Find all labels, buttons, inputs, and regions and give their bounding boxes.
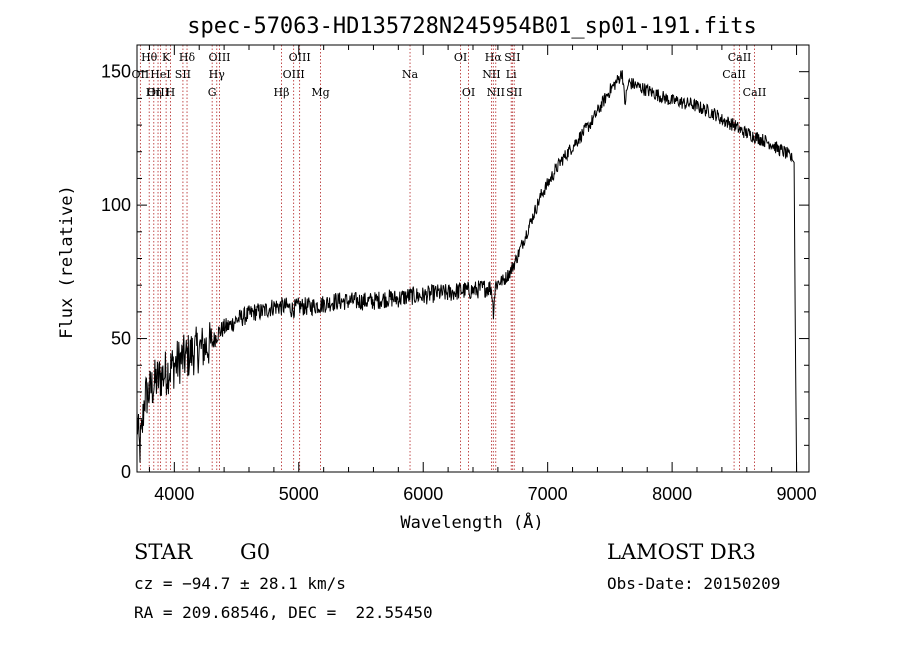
line-label-25: CaII <box>728 51 752 64</box>
line-label-15: Mg <box>311 86 329 99</box>
y-tick-label-3: 150 <box>101 62 131 82</box>
subclass: G0 <box>240 540 271 564</box>
line-label-14: OIII <box>283 68 305 81</box>
coordinates: RA = 209.68546, DEC = 22.55450 <box>134 603 433 622</box>
y-tick-label-0: 0 <box>121 462 131 482</box>
line-label-10: OIII <box>208 51 230 64</box>
line-label-4: HeI <box>150 68 170 81</box>
spectrum-line <box>136 70 798 473</box>
line-label-20: NII <box>482 68 500 81</box>
object-class: STAR <box>134 540 193 564</box>
line-label-23: Li <box>506 68 517 81</box>
line-label-26: CaII <box>722 68 746 81</box>
line-label-0: Hθ <box>141 51 158 64</box>
y-tick-label-2: 100 <box>101 195 131 215</box>
line-label-19: Hα <box>485 51 503 64</box>
survey-name: LAMOST DR3 <box>607 540 756 564</box>
line-label-5: K <box>162 51 171 64</box>
line-label-3: Hη <box>146 86 162 99</box>
y-tick-label-1: 50 <box>111 329 131 349</box>
line-label-21: NII <box>487 86 505 99</box>
line-label-11: Hγ <box>209 68 226 81</box>
line-label-7: SII <box>175 68 191 81</box>
x-tick-label-5: 9000 <box>777 484 817 504</box>
line-label-2: OIII <box>147 86 169 99</box>
line-label-1: OII <box>132 68 150 81</box>
line-label-22: SII <box>504 51 520 64</box>
line-label-18: OI <box>462 86 475 99</box>
spectral-line-markers: HθOIIOIIIHηHeIKHSIIHδGOIIIHγHβOIIIOIIIMg… <box>132 45 767 472</box>
x-tick-label-3: 7000 <box>528 484 568 504</box>
x-tick-label-1: 5000 <box>279 484 319 504</box>
x-axis-label: Wavelength (Å) <box>400 511 543 533</box>
x-tick-label-4: 8000 <box>652 484 692 504</box>
line-label-13: OIII <box>289 51 311 64</box>
line-label-8: Hδ <box>179 51 196 64</box>
line-label-27: CaII <box>743 86 767 99</box>
line-label-9: G <box>208 86 217 99</box>
redshift-velocity: cz = −94.7 ± 28.1 km/s <box>134 574 346 593</box>
x-tick-label-0: 4000 <box>154 484 194 504</box>
line-label-16: Na <box>402 68 419 81</box>
spectrum-series <box>136 70 798 473</box>
line-label-24: SII <box>506 86 522 99</box>
line-label-6: H <box>166 86 176 99</box>
chart-title: spec-57063-HD135728N245954B01_sp01-191.f… <box>187 14 757 39</box>
y-axis-label: Flux (relative) <box>57 185 77 339</box>
y-axis: 0 50 100 150 <box>101 44 809 482</box>
line-label-17: OI <box>454 51 467 64</box>
line-label-12: Hβ <box>274 86 290 99</box>
x-axis: 4000 5000 6000 7000 8000 9000 <box>148 45 817 504</box>
observation-date: Obs-Date: 20150209 <box>607 574 781 593</box>
x-tick-label-2: 6000 <box>403 484 443 504</box>
